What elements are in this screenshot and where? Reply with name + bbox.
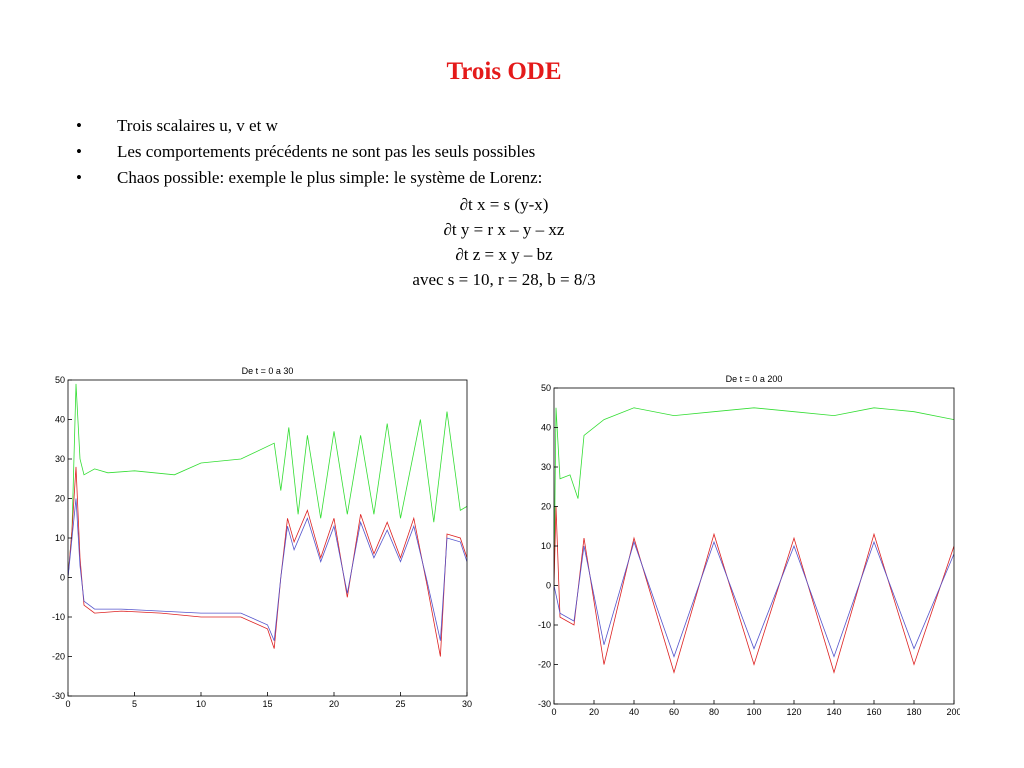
x-tick-label: 140: [826, 707, 841, 717]
y-tick-label: -30: [538, 699, 551, 709]
bullet-item: • Chaos possible: exemple le plus simple:…: [76, 165, 776, 191]
bullet-text: Chaos possible: exemple le plus simple: …: [117, 168, 543, 187]
bullet-glyph: •: [76, 116, 82, 135]
y-tick-label: 10: [541, 541, 551, 551]
series-line-1: [68, 466, 467, 657]
lorenz-equations: ∂t x = s (y-x) ∂t y = r x – y – xz ∂t z …: [0, 192, 1008, 292]
x-tick-label: 40: [629, 707, 639, 717]
x-tick-label: 0: [551, 707, 556, 717]
y-tick-label: 0: [60, 573, 65, 583]
bullet-list: • Trois scalaires u, v et w • Les comporte…: [76, 113, 776, 191]
y-tick-label: 20: [541, 502, 551, 512]
bullet-glyph: •: [76, 168, 82, 187]
x-tick-label: 200: [946, 707, 960, 717]
x-tick-label: 180: [906, 707, 921, 717]
plot-lines: [554, 407, 954, 674]
y-tick-label: 30: [55, 454, 65, 464]
series-line-2: [554, 540, 954, 658]
x-tick-label: 30: [462, 699, 472, 709]
y-tick-label: 40: [541, 423, 551, 433]
x-tick-label: 20: [329, 699, 339, 709]
y-tick-label: 10: [55, 533, 65, 543]
y-tick-label: 0: [546, 581, 551, 591]
x-tick-label: 15: [262, 699, 272, 709]
parameter-values: avec s = 10, r = 28, b = 8/3: [412, 270, 596, 289]
y-tick-label: -10: [538, 620, 551, 630]
bullet-item: • Trois scalaires u, v et w: [76, 113, 776, 139]
bullet-text: Trois scalaires u, v et w: [117, 116, 278, 135]
chart-title: De t = 0 a 200: [726, 374, 783, 384]
series-line-2: [68, 498, 467, 641]
x-tick-label: 5: [132, 699, 137, 709]
equation-y: ∂t y = r x – y – xz: [443, 220, 565, 239]
x-tick-label: 20: [589, 707, 599, 717]
equation-z: ∂t z = x y – bz: [455, 245, 553, 264]
x-tick-label: 10: [196, 699, 206, 709]
y-tick-label: 50: [55, 375, 65, 385]
x-tick-label: 160: [866, 707, 881, 717]
y-tick-label: 30: [541, 462, 551, 472]
y-tick-label: 20: [55, 494, 65, 504]
y-tick-label: 50: [541, 383, 551, 393]
chart-t0-30: De t = 0 a 30 0 5 10 15 20 25 30 -30 -20 -10 0 10 20 3…: [52, 366, 472, 709]
x-tick-label: 25: [395, 699, 405, 709]
series-line-0: [68, 383, 467, 578]
x-tick-label: 60: [669, 707, 679, 717]
bullet-glyph: •: [76, 142, 82, 161]
plot-frame: [553, 387, 955, 705]
slide-title: Trois ODE: [446, 58, 562, 85]
x-tick-label: 80: [709, 707, 719, 717]
y-tick-label: -20: [538, 660, 551, 670]
chart-title: De t = 0 a 30: [242, 366, 294, 376]
y-tick-label: 40: [55, 415, 65, 425]
plot-lines: [68, 383, 467, 657]
equation-x: ∂t x = s (y-x): [459, 195, 549, 214]
y-tick-label: -20: [52, 652, 65, 662]
y-tick-label: -10: [52, 612, 65, 622]
x-tick-label: 100: [746, 707, 761, 717]
y-tick-label: -30: [52, 691, 65, 701]
series-line-1: [554, 506, 954, 674]
series-line-0: [554, 407, 954, 586]
bullet-text: Les comportements précédents ne sont pas…: [117, 142, 536, 161]
x-tick-label: 120: [786, 707, 801, 717]
bullet-item: • Les comportements précédents ne sont pa…: [76, 139, 776, 165]
x-tick-label: 0: [65, 699, 70, 709]
